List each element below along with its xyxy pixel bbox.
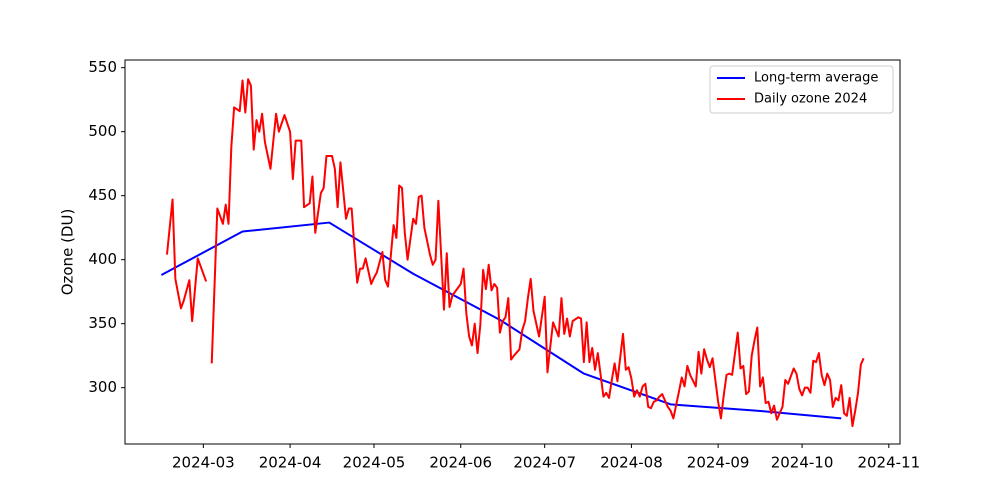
y-tick-label: 500 <box>88 122 117 140</box>
legend-label: Daily ozone 2024 <box>754 92 867 107</box>
data-line <box>165 78 865 428</box>
x-tick-label: 2024-09 <box>687 454 750 472</box>
plot-frame <box>124 59 901 445</box>
y-axis-label: Ozone (DU) <box>59 209 77 296</box>
x-tick-label: 2024-03 <box>172 454 235 472</box>
legend-label: Long-term average <box>754 71 878 86</box>
y-tick-label: 400 <box>88 250 117 268</box>
x-tick-label: 2024-06 <box>429 454 492 472</box>
y-tick-label: 550 <box>88 58 117 76</box>
y-tick-label: 300 <box>88 378 117 396</box>
y-tick-label: 350 <box>88 314 117 332</box>
y-tick-label: 450 <box>88 186 117 204</box>
legend-box <box>709 65 894 114</box>
x-tick-label: 2024-07 <box>513 454 576 472</box>
x-tick-label: 2024-05 <box>343 454 406 472</box>
x-tick-label: 2024-04 <box>259 454 322 472</box>
x-tick-label: 2024-08 <box>600 454 663 472</box>
x-tick-label: 2024-11 <box>857 454 920 472</box>
x-tick-label: 2024-10 <box>771 454 834 472</box>
